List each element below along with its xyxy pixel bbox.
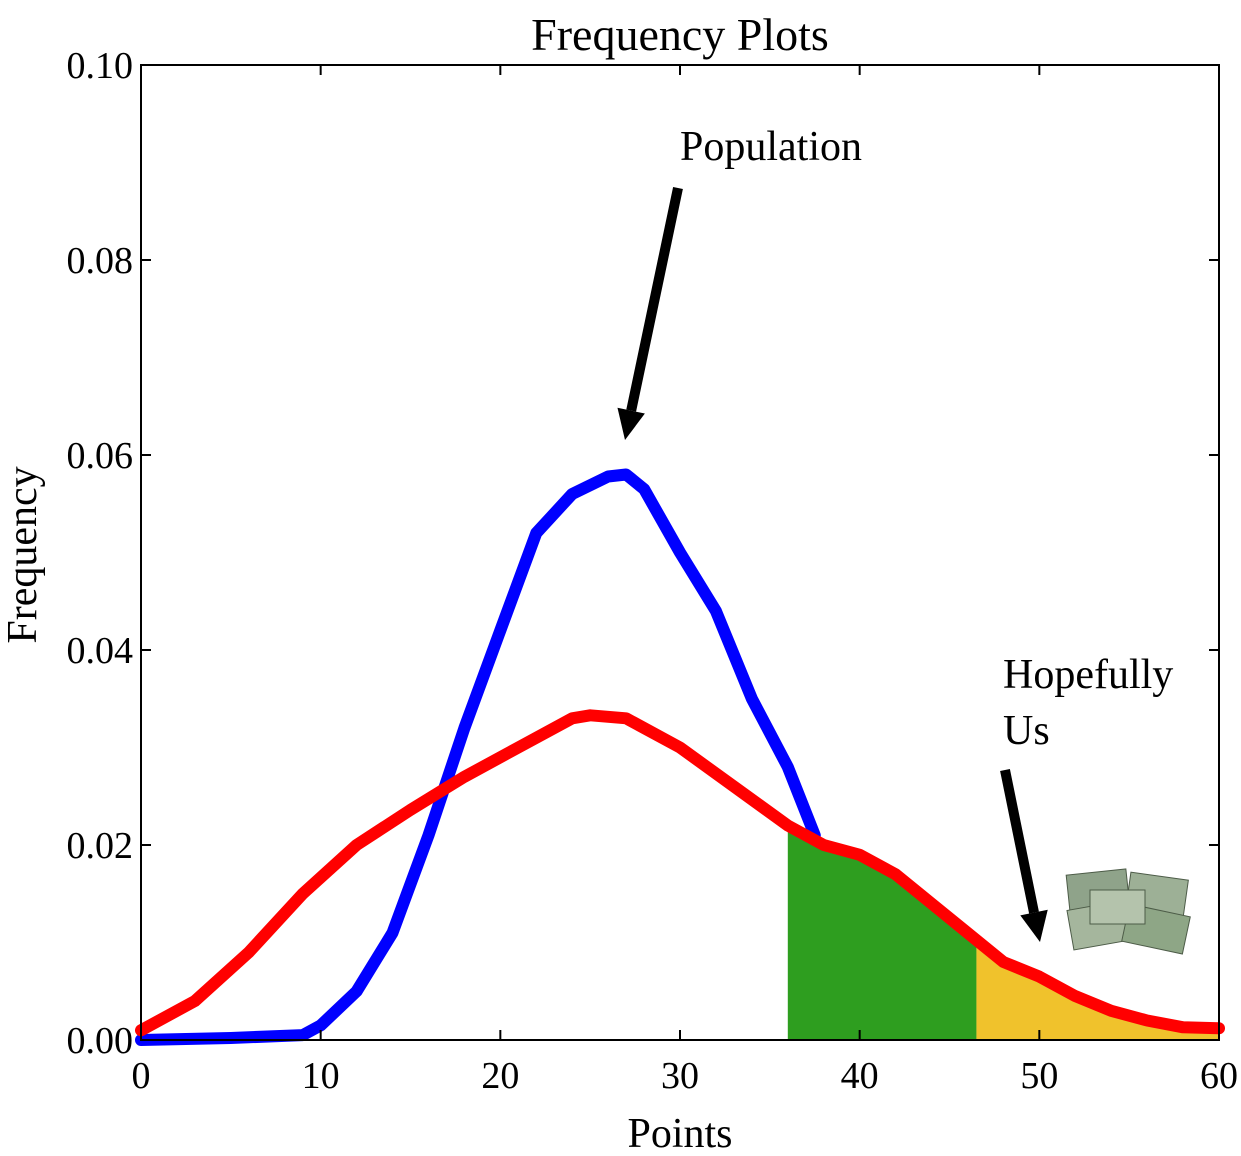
x-tick-label: 0 [132,1055,151,1097]
y-tick-label: 0.02 [67,825,134,867]
plot-area: 0 10 20 30 40 50 60 0.00 0.02 0.04 0.06 0.08 0.10 Pop… [67,45,1239,1097]
x-tick-label: 20 [481,1055,519,1097]
annotation-arrow [1000,769,1039,914]
y-tick-label: 0.08 [67,240,134,282]
x-tick-label: 50 [1020,1055,1058,1097]
x-tick-label: 10 [302,1055,340,1097]
shaded-area [976,940,1219,1040]
shaded-area [787,825,977,1040]
x-axis-label: Points [627,1111,732,1156]
annotation-text: Population [680,124,862,170]
chart-title: Frequency Plots [531,9,829,60]
y-tick-label: 0.06 [67,435,134,477]
annotation-text: Us [1003,708,1050,754]
x-tick-label: 40 [841,1055,879,1097]
annotation-arrow [626,186,683,412]
annotation-arrowhead [617,407,645,440]
y-tick-label: 0.00 [67,1020,134,1062]
y-tick-label: 0.04 [67,630,134,672]
annotation-text: Hopefully [1003,652,1173,698]
y-axis-label: Frequency [0,466,46,643]
x-tick-label: 60 [1200,1055,1238,1097]
line [135,468,821,1046]
y-tick-label: 0.10 [67,45,134,87]
x-tick-label: 30 [661,1055,699,1097]
line [135,709,1225,1037]
annotation-arrowhead [1020,909,1048,942]
money-icon [1065,868,1191,955]
